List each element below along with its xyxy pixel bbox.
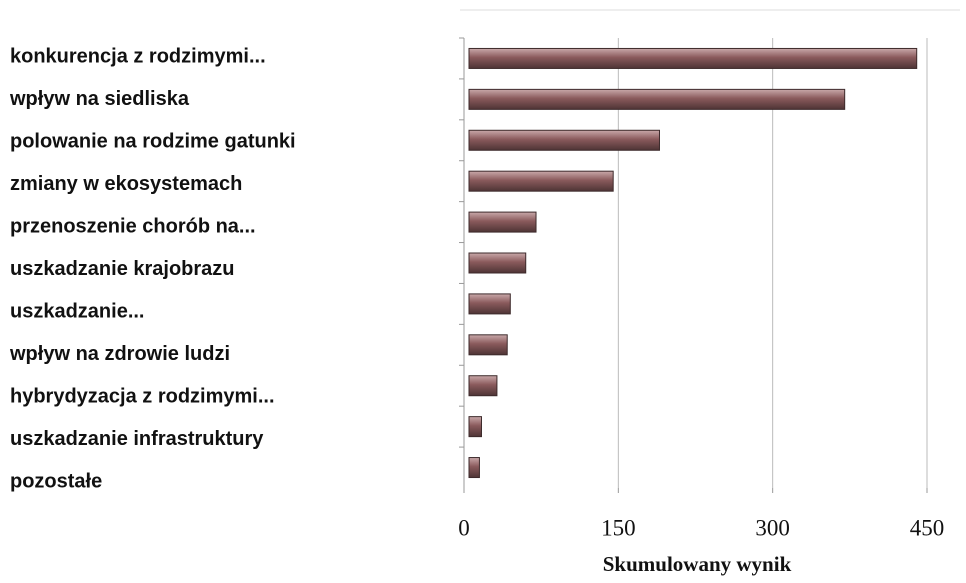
- bar: [468, 252, 527, 274]
- bar: [468, 170, 614, 192]
- bar: [468, 457, 480, 479]
- bar: [468, 375, 498, 397]
- bar: [468, 416, 482, 438]
- bar: [468, 88, 846, 110]
- category-label: zmiany w ekosystemach: [10, 173, 242, 195]
- x-tick-label: 150: [601, 515, 636, 540]
- category-label: pozostałe: [10, 470, 102, 492]
- x-tick-label: 450: [910, 515, 945, 540]
- bar: [468, 47, 918, 69]
- category-label: wpływ na zdrowie ludzi: [9, 343, 230, 365]
- category-label: wpływ na siedliska: [9, 88, 190, 110]
- bar: [468, 129, 660, 151]
- bar: [468, 334, 508, 356]
- category-label: przenoszenie chorób na...: [10, 215, 256, 237]
- x-tick-label: 0: [458, 515, 470, 540]
- bar: [468, 293, 511, 315]
- category-label: polowanie na rodzime gatunki: [10, 130, 296, 152]
- category-label: hybrydyzacja z rodzimymi...: [10, 385, 275, 407]
- x-tick-label: 300: [755, 515, 790, 540]
- category-label: uszkadzanie infrastruktury: [10, 428, 264, 450]
- x-axis-title: Skumulowany wynik: [603, 552, 792, 576]
- category-label: konkurencja z rodzimymi...: [10, 45, 266, 67]
- category-label: uszkadzanie krajobrazu: [10, 258, 235, 280]
- bar: [468, 211, 537, 233]
- category-label: uszkadzanie...: [10, 300, 145, 322]
